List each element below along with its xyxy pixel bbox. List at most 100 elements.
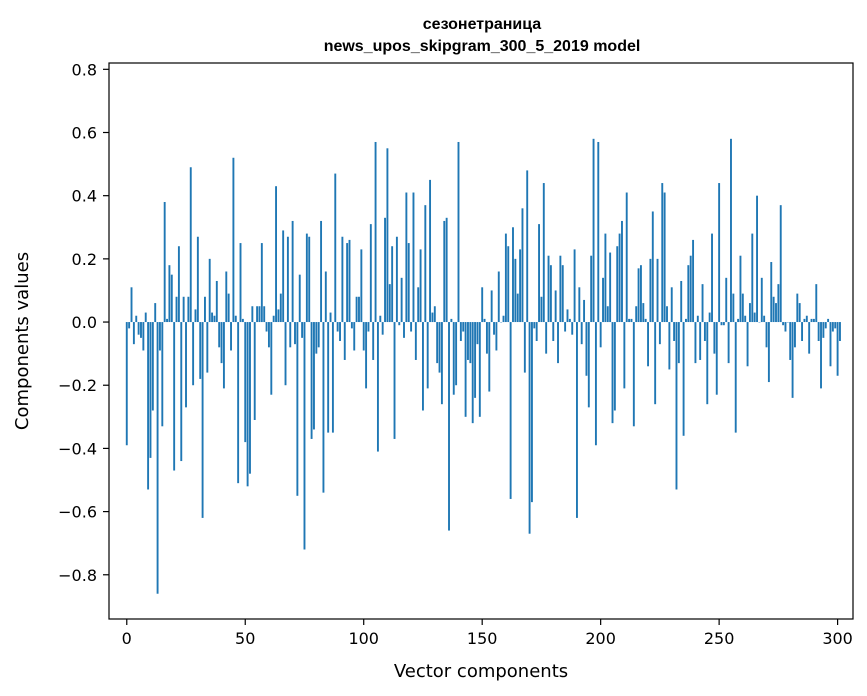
- bar: [239, 243, 242, 323]
- bar: [388, 284, 391, 323]
- bar: [443, 220, 446, 323]
- bar: [151, 322, 154, 411]
- bar: [590, 255, 593, 323]
- bar: [478, 322, 481, 417]
- bar: [637, 268, 640, 323]
- bar: [398, 322, 401, 326]
- bar: [670, 287, 673, 323]
- bar: [485, 322, 488, 354]
- bar: [552, 322, 555, 341]
- bar: [594, 322, 597, 446]
- y-tick-label: 0.0: [72, 313, 97, 332]
- bar: [208, 258, 211, 323]
- bar: [452, 322, 455, 395]
- bar: [341, 236, 344, 323]
- bar: [329, 312, 332, 323]
- x-axis-label: Vector components: [394, 661, 568, 682]
- bar: [445, 217, 448, 323]
- bar: [642, 303, 645, 323]
- bar: [194, 309, 197, 323]
- bar: [424, 205, 427, 323]
- bar: [265, 322, 268, 332]
- bar: [751, 233, 754, 323]
- bar: [381, 322, 384, 335]
- bar: [189, 167, 192, 323]
- bar: [741, 293, 744, 323]
- bar: [625, 192, 628, 323]
- bar: [592, 138, 595, 323]
- bar: [282, 230, 285, 323]
- bar: [618, 233, 621, 323]
- bar: [829, 322, 832, 367]
- bar: [663, 192, 666, 323]
- bar: [661, 183, 664, 323]
- bar: [251, 306, 254, 323]
- bar: [730, 138, 732, 323]
- x-tick-label: 300: [822, 629, 853, 648]
- bar: [173, 322, 176, 471]
- bar: [291, 220, 294, 323]
- bar: [286, 236, 289, 323]
- bar: [407, 243, 410, 323]
- bar: [744, 315, 747, 323]
- bar: [161, 322, 164, 427]
- bar: [526, 170, 529, 323]
- bar: [530, 322, 533, 503]
- bar: [303, 322, 306, 550]
- bar: [512, 227, 514, 323]
- bar: [270, 322, 273, 395]
- bar: [284, 322, 287, 386]
- y-tick-label: 0.2: [72, 250, 97, 269]
- bar: [260, 243, 263, 323]
- bar: [718, 183, 721, 323]
- bar: [812, 318, 815, 323]
- bar: [419, 249, 422, 323]
- bar: [220, 322, 223, 364]
- bar: [564, 322, 567, 332]
- bar: [128, 322, 131, 329]
- bar: [632, 322, 635, 427]
- bar: [621, 220, 623, 323]
- bar: [196, 236, 199, 323]
- bar: [538, 224, 540, 323]
- bar: [448, 322, 450, 531]
- bar: [808, 322, 811, 354]
- bar: [376, 322, 379, 452]
- bar: [234, 315, 237, 323]
- bar: [429, 179, 432, 323]
- bar: [431, 312, 434, 323]
- bar: [834, 322, 837, 329]
- bar: [386, 148, 389, 323]
- bar: [658, 322, 661, 345]
- bar: [528, 322, 531, 534]
- bar: [685, 318, 687, 323]
- bar: [362, 322, 365, 351]
- bar: [782, 322, 785, 326]
- bar: [455, 322, 458, 386]
- bar: [488, 322, 491, 392]
- bar: [182, 296, 185, 323]
- bar: [166, 318, 168, 323]
- bar: [296, 322, 299, 496]
- bar: [310, 322, 313, 439]
- bar: [417, 287, 420, 323]
- bar: [130, 287, 133, 323]
- bar: [587, 322, 590, 408]
- bar: [753, 312, 756, 323]
- x-axis-ticks: 0 50 100 150 200 250 300: [122, 619, 853, 648]
- bar: [682, 322, 685, 436]
- bar: [149, 322, 152, 458]
- bar: [739, 255, 742, 323]
- bar: [218, 322, 221, 348]
- bar: [180, 322, 183, 462]
- bar: [365, 322, 368, 389]
- bar: [222, 322, 225, 389]
- bars-group: [125, 138, 841, 594]
- bar: [604, 233, 607, 323]
- bar: [320, 220, 323, 323]
- bar: [585, 322, 588, 376]
- bar: [436, 322, 439, 364]
- bar: [462, 322, 465, 332]
- bar: [554, 290, 557, 323]
- bar: [651, 211, 654, 323]
